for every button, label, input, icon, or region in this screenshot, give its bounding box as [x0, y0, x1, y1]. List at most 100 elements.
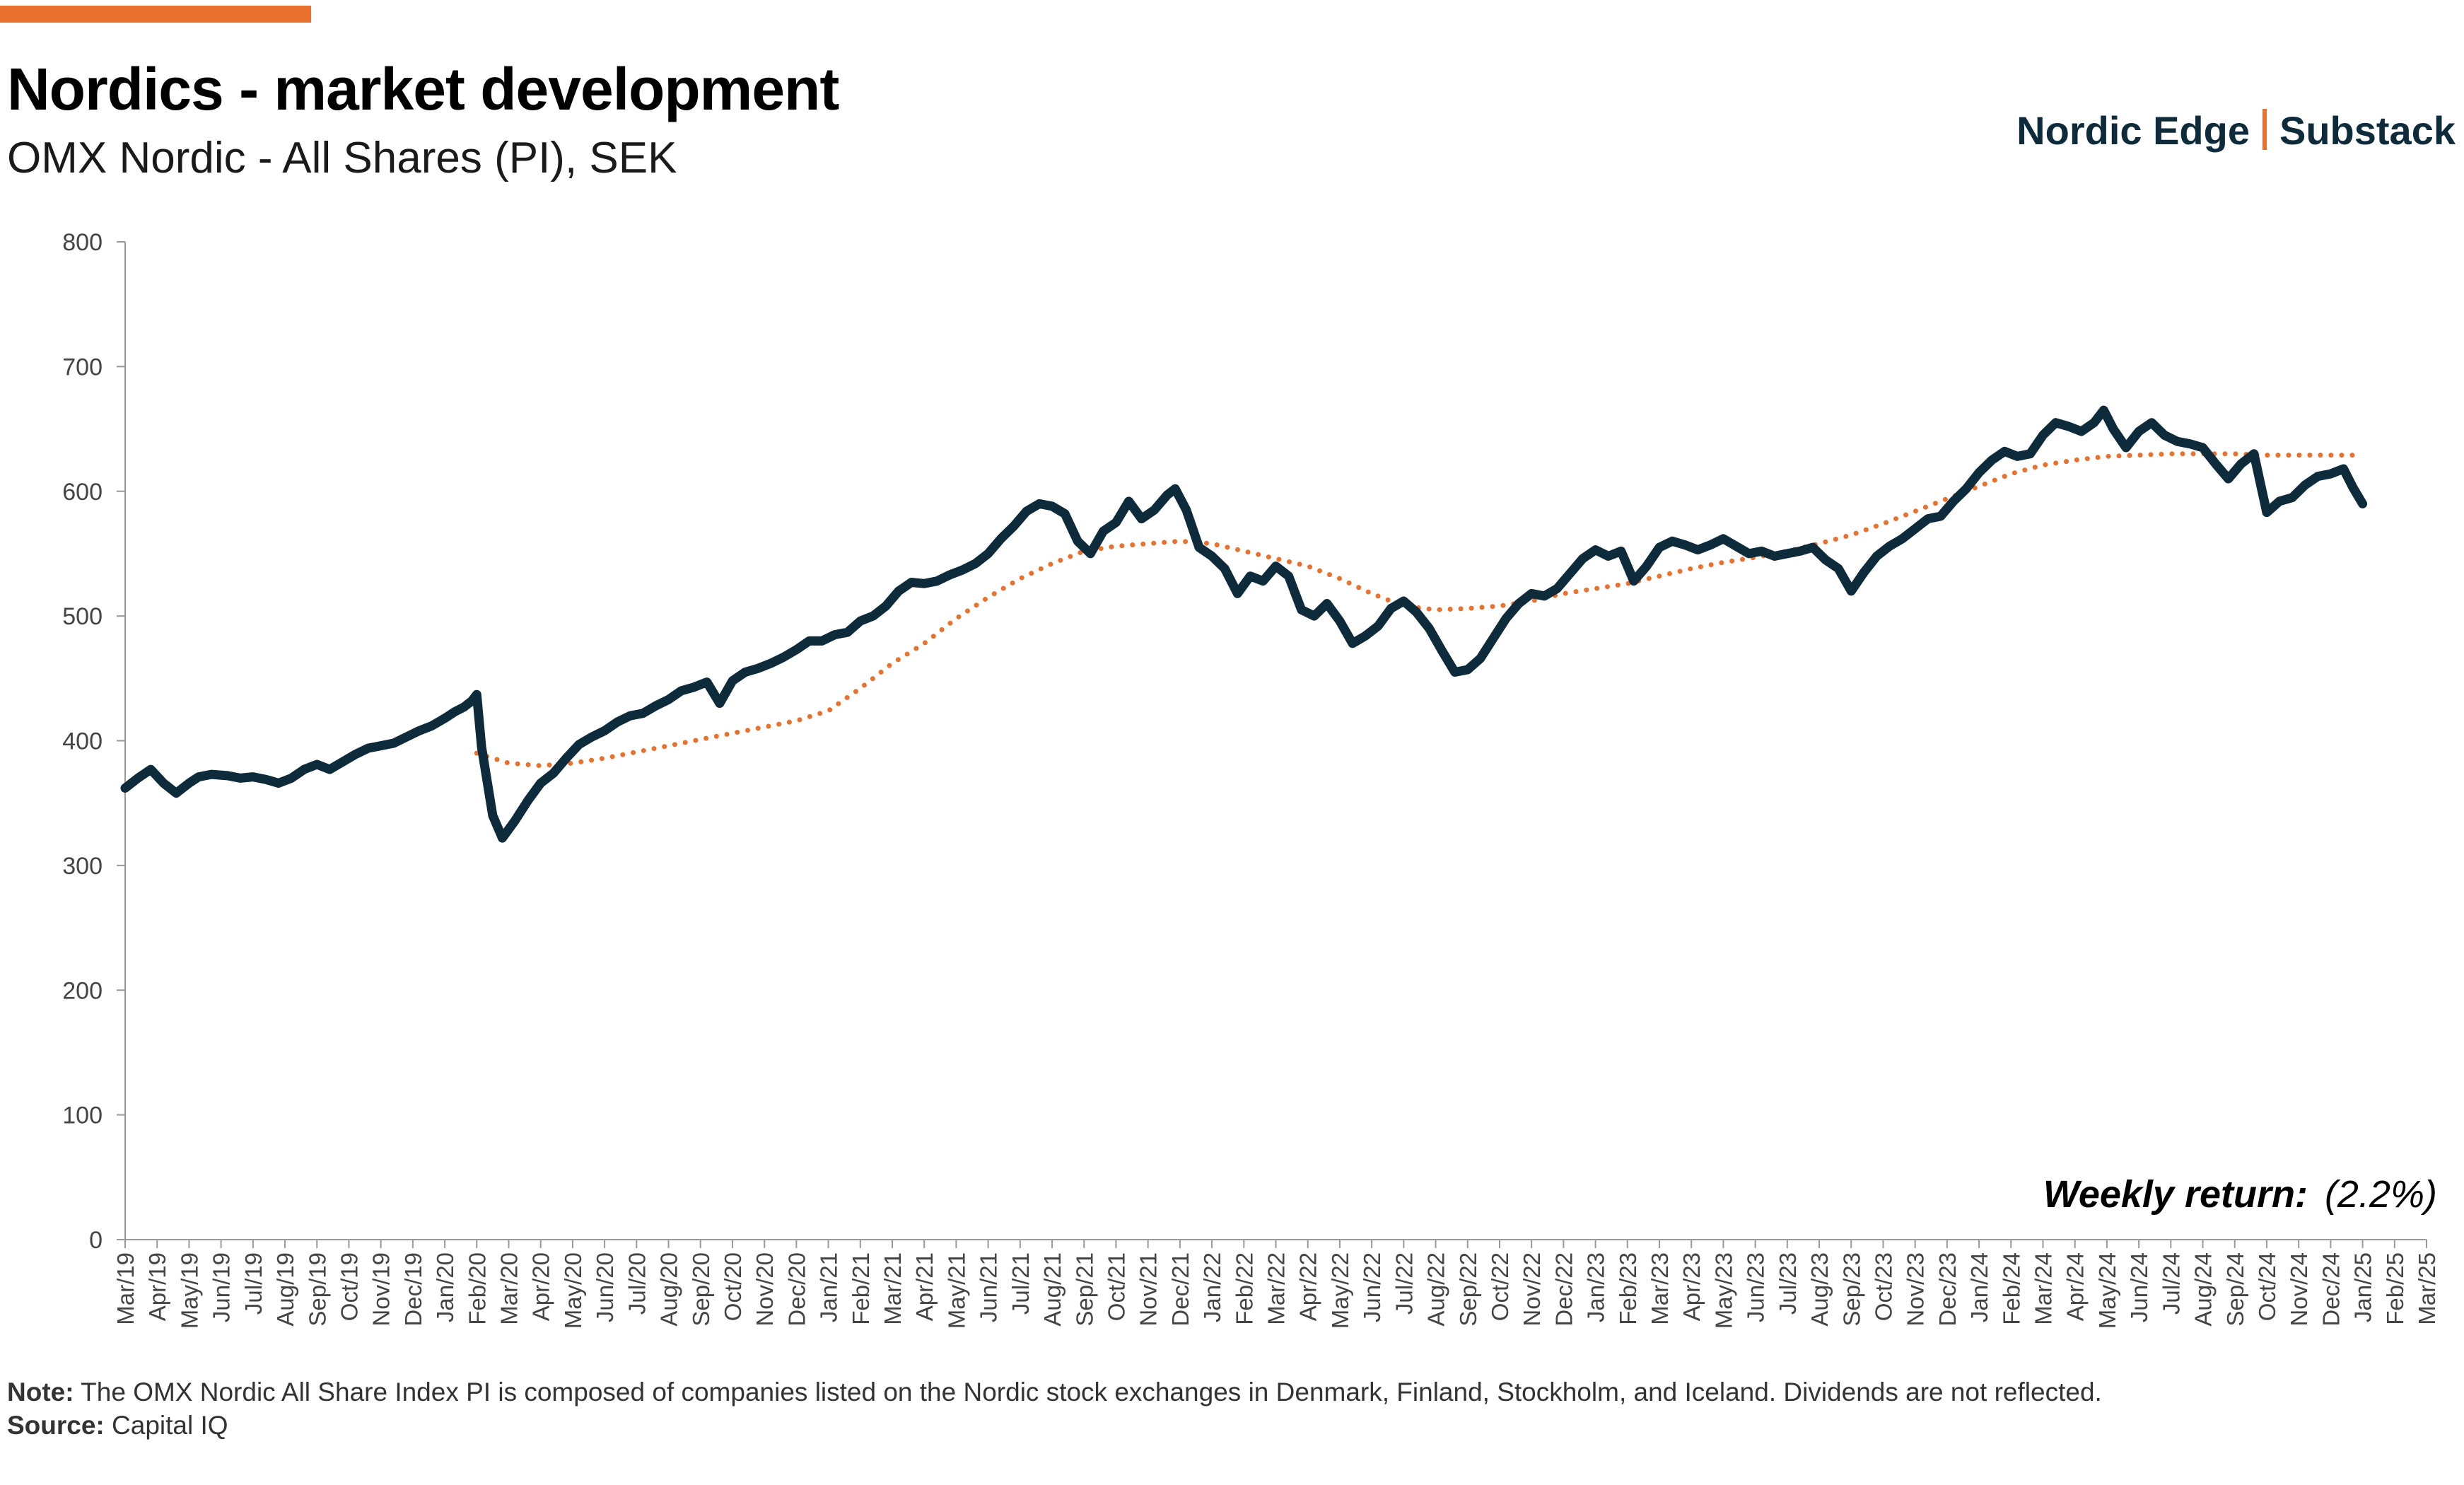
brand-name: Nordic Edge — [2016, 108, 2250, 153]
accent-bar — [0, 6, 311, 23]
x-tick-label: Nov/23 — [1903, 1252, 1929, 1327]
y-tick-label: 700 — [62, 354, 103, 380]
x-tick-label: Mar/20 — [496, 1252, 522, 1325]
x-tick-label: Jul/22 — [1391, 1252, 1417, 1315]
note-text: The OMX Nordic All Share Index PI is com… — [74, 1378, 2102, 1407]
x-tick-label: Jun/22 — [1359, 1252, 1385, 1322]
x-tick-label: Jul/20 — [624, 1252, 650, 1315]
x-tick-label: Jun/23 — [1743, 1252, 1769, 1322]
x-tick-label: Aug/23 — [1806, 1252, 1833, 1327]
x-axis: Mar/19 Apr/19 May/19 Jun/19 Jul/19 Aug/19 Sep/… — [112, 1239, 2440, 1329]
source-label: Source: — [7, 1411, 105, 1440]
x-tick-label: May/19 — [176, 1252, 202, 1329]
x-tick-label: Oct/20 — [720, 1252, 746, 1321]
x-tick-label: Jul/21 — [1008, 1252, 1034, 1315]
x-tick-label: Apr/23 — [1678, 1252, 1705, 1321]
y-axis: 0 100 200 300 400 500 600 700 800 — [62, 229, 126, 1254]
x-tick-label: Aug/22 — [1423, 1252, 1449, 1327]
x-tick-label: Sep/24 — [2222, 1252, 2248, 1327]
x-tick-label: Apr/21 — [911, 1252, 938, 1321]
x-tick-label: Dec/23 — [1934, 1252, 1961, 1327]
x-tick-label: Dec/19 — [400, 1252, 426, 1327]
source-note: Source: Capital IQ — [7, 1411, 228, 1440]
x-tick-label: May/24 — [2094, 1252, 2120, 1329]
x-tick-label: Jul/24 — [2158, 1252, 2184, 1315]
y-tick-label: 400 — [62, 728, 103, 755]
x-tick-label: Jul/19 — [240, 1252, 267, 1315]
weekly-return-label: Weekly return: — [2043, 1173, 2308, 1216]
x-tick-label: Jun/20 — [592, 1252, 618, 1322]
x-tick-label: Mar/24 — [2031, 1252, 2057, 1325]
x-tick-label: May/21 — [943, 1252, 969, 1329]
y-tick-label: 600 — [62, 479, 103, 506]
x-tick-label: Oct/19 — [336, 1252, 362, 1321]
x-tick-label: Sep/19 — [304, 1252, 330, 1327]
y-tick-label: 0 — [89, 1227, 103, 1254]
series-layer — [120, 405, 2368, 843]
note-label: Note: — [7, 1378, 74, 1407]
x-tick-label: Sep/21 — [1071, 1252, 1097, 1327]
x-tick-label: Jan/21 — [816, 1252, 842, 1322]
index-series-line — [120, 405, 2368, 843]
x-tick-label: Jun/19 — [209, 1252, 235, 1322]
brand-platform: Substack — [2279, 108, 2456, 153]
x-tick-label: Sep/22 — [1455, 1252, 1481, 1327]
x-tick-label: Feb/23 — [1615, 1252, 1641, 1325]
brand-logo: Nordic Edge Substack — [2016, 107, 2456, 153]
x-tick-label: Dec/22 — [1551, 1252, 1577, 1327]
x-tick-label: Jul/23 — [1775, 1252, 1801, 1315]
x-tick-label: Aug/21 — [1039, 1252, 1065, 1327]
x-tick-label: Feb/21 — [848, 1252, 874, 1325]
x-tick-label: Dec/24 — [2318, 1252, 2344, 1327]
x-tick-label: Oct/23 — [1870, 1252, 1896, 1321]
x-tick-label: Jan/24 — [1966, 1252, 1992, 1322]
x-tick-label: Feb/20 — [464, 1252, 490, 1325]
x-tick-label: Feb/22 — [1231, 1252, 1257, 1325]
x-tick-label: Jan/23 — [1583, 1252, 1609, 1322]
y-tick-label: 100 — [62, 1102, 103, 1129]
x-tick-label: Oct/24 — [2254, 1252, 2280, 1321]
x-tick-label: May/23 — [1710, 1252, 1736, 1329]
source-text: Capital IQ — [104, 1411, 228, 1440]
x-tick-label: Sep/20 — [688, 1252, 714, 1327]
x-tick-label: Nov/22 — [1519, 1252, 1545, 1327]
x-tick-label: Nov/19 — [368, 1252, 395, 1327]
weekly-return-value: (2.2%) — [2324, 1173, 2437, 1216]
x-tick-label: Nov/20 — [752, 1252, 778, 1327]
x-tick-label: Jan/22 — [1199, 1252, 1225, 1322]
x-tick-label: Feb/25 — [2382, 1252, 2408, 1325]
x-tick-label: Mar/23 — [1647, 1252, 1673, 1325]
x-tick-label: Mar/19 — [112, 1252, 139, 1325]
x-tick-label: Dec/20 — [783, 1252, 810, 1327]
footnote: Note: The OMX Nordic All Share Index PI … — [7, 1378, 2102, 1407]
page-subtitle: OMX Nordic - All Shares (PI), SEK — [7, 134, 677, 182]
x-tick-label: Sep/23 — [1838, 1252, 1864, 1327]
y-tick-label: 800 — [62, 229, 103, 256]
x-tick-label: Nov/24 — [2286, 1252, 2312, 1327]
x-tick-label: Mar/25 — [2414, 1252, 2440, 1325]
x-tick-label: Feb/24 — [1998, 1252, 2024, 1325]
x-tick-label: Oct/22 — [1487, 1252, 1513, 1321]
y-tick-label: 200 — [62, 977, 103, 1004]
x-tick-label: May/20 — [560, 1252, 586, 1329]
x-tick-label: Jun/24 — [2126, 1252, 2152, 1322]
x-tick-label: Nov/21 — [1135, 1252, 1162, 1327]
brand-separator — [2262, 109, 2267, 150]
x-tick-label: Apr/19 — [144, 1252, 170, 1321]
x-tick-label: Apr/20 — [528, 1252, 554, 1321]
x-tick-label: Aug/24 — [2190, 1252, 2217, 1327]
weekly-return: Weekly return: (2.2%) — [2043, 1172, 2437, 1216]
x-tick-label: May/22 — [1327, 1252, 1353, 1329]
y-tick-label: 500 — [62, 603, 103, 630]
x-tick-label: Mar/21 — [880, 1252, 906, 1325]
x-tick-label: Apr/22 — [1295, 1252, 1321, 1321]
x-tick-label: Aug/19 — [272, 1252, 298, 1327]
x-tick-label: Jun/21 — [976, 1252, 1002, 1322]
x-tick-label: Apr/24 — [2062, 1252, 2089, 1321]
x-tick-label: Dec/21 — [1167, 1252, 1193, 1327]
y-tick-label: 300 — [62, 853, 103, 880]
x-tick-label: Mar/22 — [1263, 1252, 1290, 1325]
x-tick-label: Oct/21 — [1103, 1252, 1129, 1321]
x-tick-label: Jan/20 — [432, 1252, 458, 1322]
